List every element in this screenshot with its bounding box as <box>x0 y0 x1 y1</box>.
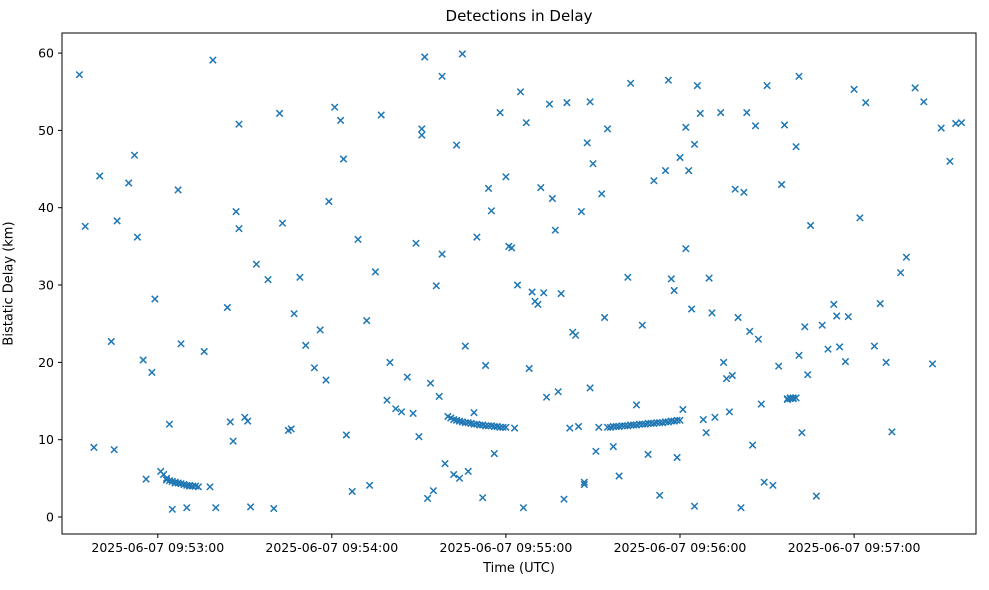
svg-text:20: 20 <box>38 355 54 370</box>
svg-text:50: 50 <box>38 123 54 138</box>
svg-text:60: 60 <box>38 46 54 61</box>
svg-text:2025-06-07 09:53:00: 2025-06-07 09:53:00 <box>91 540 224 555</box>
svg-text:2025-06-07 09:54:00: 2025-06-07 09:54:00 <box>265 540 398 555</box>
y-axis-label: Bistatic Delay (km) <box>1 221 17 346</box>
svg-text:10: 10 <box>38 432 54 447</box>
svg-text:2025-06-07 09:55:00: 2025-06-07 09:55:00 <box>440 540 573 555</box>
svg-text:2025-06-07 09:57:00: 2025-06-07 09:57:00 <box>788 540 921 555</box>
svg-text:40: 40 <box>38 200 54 215</box>
chart-title: Detections in Delay <box>445 7 593 25</box>
svg-text:30: 30 <box>38 278 54 293</box>
svg-text:2025-06-07 09:56:00: 2025-06-07 09:56:00 <box>614 540 747 555</box>
x-axis-label: Time (UTC) <box>483 561 555 576</box>
svg-text:0: 0 <box>46 510 54 525</box>
